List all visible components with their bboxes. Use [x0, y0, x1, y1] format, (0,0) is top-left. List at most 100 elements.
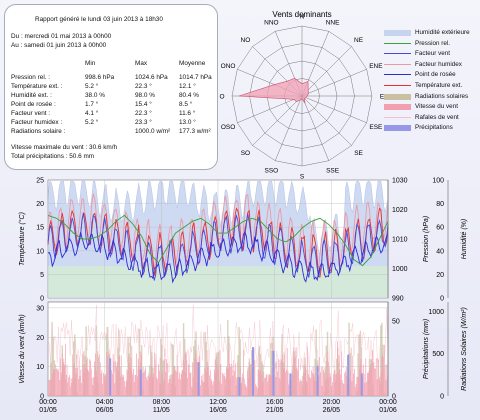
wind-speed-bar [206, 350, 208, 396]
wind-speed-bar [240, 383, 242, 396]
wind-speed-bar [299, 379, 301, 396]
wind-speed-bar [227, 355, 229, 396]
wind-speed-bar [222, 374, 224, 396]
wind-speed-bar [132, 374, 133, 396]
wind-speed-bar [356, 376, 358, 396]
period-from: Du : mercredi 01 mai 2013 à 00h00 [11, 33, 112, 40]
wind-speed-bar [260, 374, 262, 396]
wind-speed-bar [339, 368, 341, 396]
legend-item: Point de rosée [384, 70, 478, 81]
wind-speed-bar [199, 355, 201, 396]
wind-speed-bar [60, 358, 61, 396]
solar-bar [171, 343, 173, 396]
row-label: Température ext. : [11, 83, 63, 90]
precip-tick: 50 [392, 318, 400, 325]
wind-speed-bar [201, 375, 202, 396]
wind-speed-bar [169, 375, 171, 396]
wind-speed-bar [64, 365, 65, 396]
humidity-tick: 20 [436, 272, 444, 279]
wind-speed-bar [171, 383, 172, 396]
wind-speed-bar [342, 383, 344, 396]
wind-speed-bar [86, 357, 88, 396]
wind-speed-bar [343, 384, 345, 396]
wind-speed-bar [205, 372, 207, 396]
solar-bar [357, 353, 359, 396]
wind-speed-bar [320, 366, 322, 396]
wind-speed-bar [229, 363, 231, 396]
wind-speed-bar [77, 367, 78, 396]
wind-speed-bar [363, 373, 365, 396]
time-tick: 12:00 [209, 399, 227, 406]
wind-speed-bar [350, 347, 352, 396]
wind-speed-bar [116, 365, 117, 396]
legend-label: Point de rosée [415, 71, 456, 79]
temperature-tick: 15 [36, 225, 44, 232]
wind-speed-bar [322, 366, 324, 396]
wind-speed-bar [185, 351, 187, 396]
wind-speed-bar [361, 346, 363, 396]
wind-speed-bar [333, 369, 335, 396]
wind-speed-bar [192, 362, 193, 396]
legend-swatch [384, 84, 411, 86]
legend-swatch [384, 93, 411, 100]
wind-speed-bar [141, 373, 143, 396]
time-tick: 16:00 [266, 399, 284, 406]
wind-speed-bar [178, 378, 180, 396]
wind-tick: 20 [36, 335, 44, 342]
wind-speed-bar [98, 357, 99, 396]
header-min: Min [85, 60, 96, 67]
solar-bar [74, 334, 76, 396]
wind-speed-bar [214, 359, 216, 396]
wind-speed-bar [77, 378, 79, 396]
wind-speed-bar [324, 380, 326, 396]
wind-speed-bar [180, 374, 182, 396]
wind-speed-bar [101, 370, 103, 396]
wind-speed-bar [91, 377, 93, 396]
wind-speed-bar [115, 361, 116, 396]
wind-speed-bar [84, 363, 86, 396]
legend-label: Radiations solaires [415, 92, 469, 100]
wind-speed-bar [175, 370, 176, 396]
wind-speed-bar [218, 381, 220, 396]
wind-speed-bar [338, 355, 340, 396]
wind-speed-bar [195, 350, 197, 396]
row-label: Pression rel. : [11, 74, 51, 81]
humidity-tick: 0 [440, 296, 444, 303]
wind-speed-bar [331, 386, 333, 396]
wind-speed-bar [307, 346, 308, 396]
wind-speed-bar [292, 374, 294, 396]
wind-speed-bar [241, 377, 243, 396]
wind-speed-bar [134, 374, 136, 396]
wind-speed-bar [54, 369, 56, 396]
wind-speed-bar [345, 371, 346, 396]
legend-item: Facteur humidex [384, 60, 478, 71]
wind-speed-bar [76, 354, 78, 396]
legend-label: Facteur humidex [415, 60, 462, 68]
wind-speed-bar [163, 359, 165, 396]
wind-speed-bar [213, 381, 214, 396]
legend-label: Humidité extérieure [415, 29, 470, 36]
wind-speed-bar [153, 373, 155, 396]
wind-speed-bar [319, 357, 320, 396]
wind-speed-bar [200, 385, 201, 396]
row-max: 1024.6 hPa [135, 74, 168, 81]
wind-speed-bar [142, 366, 144, 396]
wind-speed-bar [118, 356, 120, 396]
wind-speed-bar [158, 364, 159, 396]
precip-bar [109, 358, 112, 396]
wind-speed-bar [355, 384, 357, 396]
wind-speed-bar [302, 384, 303, 396]
wind-speed-bar [48, 380, 50, 396]
wind-speed-bar [183, 359, 184, 396]
wind-speed-bar [166, 359, 167, 396]
wind-speed-bar [130, 357, 132, 396]
date-tick: 16/05 [209, 407, 227, 414]
wind-speed-bar [179, 379, 181, 396]
wind-speed-bar [377, 358, 379, 396]
wind-speed-bar [311, 370, 312, 396]
row-min: 5.2 ° [85, 119, 99, 126]
wind-speed-bar [247, 370, 248, 396]
time-tick: 00:00 [39, 399, 57, 406]
wind-speed-bar [146, 380, 148, 396]
wind-speed-bar [133, 368, 134, 396]
